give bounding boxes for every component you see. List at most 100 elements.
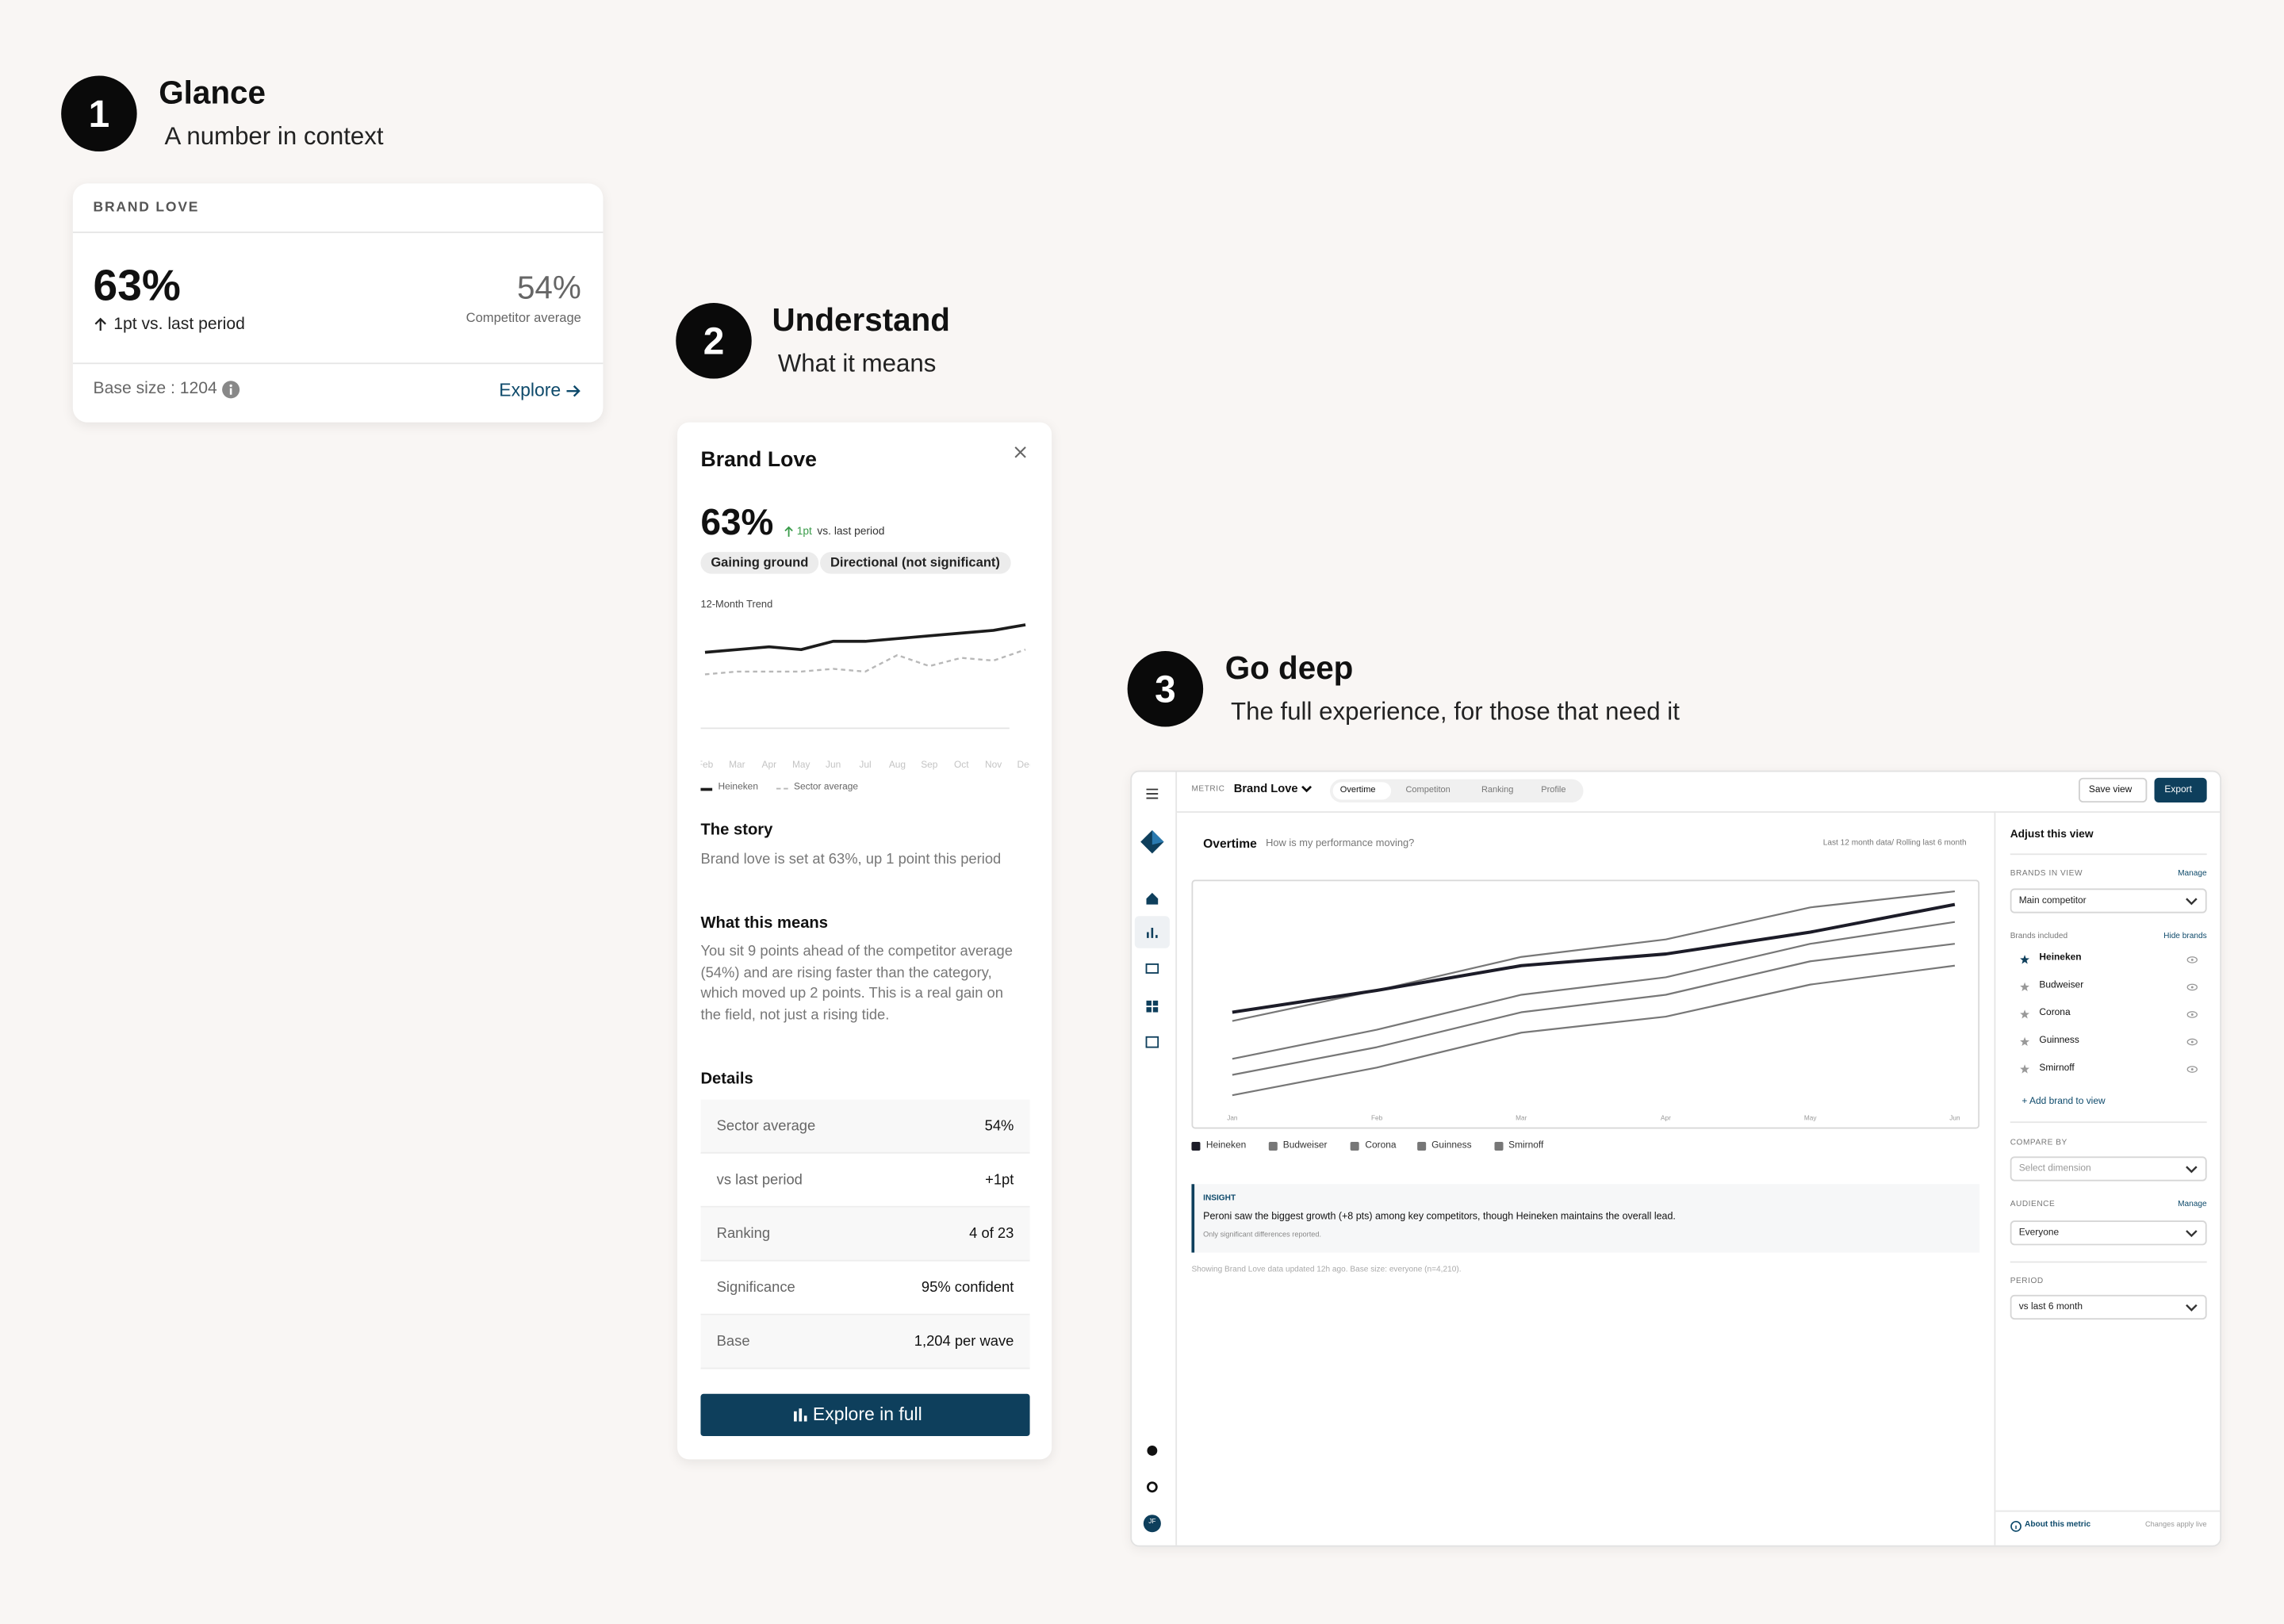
x-tick-label: Mar xyxy=(1516,1114,1527,1121)
x-tick-label: Nov xyxy=(985,759,1002,770)
star-icon xyxy=(2020,1064,2029,1074)
manage-link[interactable]: Manage xyxy=(2178,869,2207,879)
legend-swatch xyxy=(1350,1142,1360,1151)
chart-frame xyxy=(1191,879,1980,1129)
eye-pupil xyxy=(2190,1068,2194,1071)
series-line xyxy=(1232,943,1956,1076)
explore-link[interactable]: Explore xyxy=(499,380,561,401)
legend-swatch xyxy=(1493,1142,1503,1151)
step-subtitle: The full experience, for those that need… xyxy=(1231,697,1680,726)
select[interactable]: Main competitor xyxy=(2010,888,2207,914)
detail-value: 95% confident xyxy=(921,1280,1014,1297)
button-label: Explore in full xyxy=(812,1404,922,1425)
avatar: JF xyxy=(1148,1517,1156,1526)
card-value: 63% xyxy=(93,262,181,311)
detail-row: vs last period +1pt xyxy=(700,1154,1030,1208)
panel-value: 63% xyxy=(700,502,774,544)
insight-box xyxy=(1191,1184,1980,1253)
eye-icon xyxy=(2186,1011,2198,1018)
panel-change: 1pt xyxy=(796,524,812,538)
close-button[interactable] xyxy=(1014,446,1027,459)
side-label: Brands included xyxy=(2010,932,2068,941)
legend-swatch xyxy=(1191,1142,1201,1151)
series-line xyxy=(1232,902,1956,1014)
legend-label: Heineken xyxy=(718,782,758,793)
series-line xyxy=(1232,921,1956,1060)
detail-value: 54% xyxy=(984,1118,1014,1135)
step-title: Understand xyxy=(772,301,951,339)
glance-card: BRAND LOVE 63% 1pt vs. last period 54% C… xyxy=(72,183,604,423)
select[interactable]: Select dimension xyxy=(2010,1156,2207,1182)
x-tick-label: Apr xyxy=(1661,1114,1671,1121)
x-tick-label: Feb xyxy=(1371,1114,1383,1121)
button-label: Save view xyxy=(2088,785,2133,795)
export-button[interactable] xyxy=(2154,777,2207,803)
tag: Gaining ground xyxy=(700,552,819,574)
detail-value: +1pt xyxy=(985,1172,1014,1189)
legend-label: Budweiser xyxy=(1282,1140,1328,1151)
insight-label: INSIGHT xyxy=(1203,1194,1236,1204)
brand: Smirnoff xyxy=(2039,1063,2075,1074)
step-number: 1 xyxy=(61,75,137,152)
tab[interactable]: Profile xyxy=(1541,786,1566,795)
bar-icon xyxy=(794,1408,807,1422)
sidebar-icons xyxy=(1134,788,1170,1533)
select-value: Main competitor xyxy=(2018,895,2087,906)
story-text: Brand love is set at 63%, up 1 point thi… xyxy=(700,852,1002,868)
select[interactable]: Everyone xyxy=(2010,1220,2207,1246)
series-line xyxy=(704,623,1026,654)
eye-icon xyxy=(2186,983,2198,991)
x-tick-label: Aug xyxy=(889,759,906,770)
star-icon xyxy=(2020,955,2029,964)
overtime-chart: Jan Feb Mar Apr May Jun xyxy=(1191,879,1980,1129)
step-title: Go deep xyxy=(1224,649,1354,687)
competitor-label: Competitor average xyxy=(466,310,581,325)
step-subtitle: What it means xyxy=(777,349,937,377)
legend-label: Guinness xyxy=(1431,1140,1472,1151)
detail-label: Sector average xyxy=(716,1118,816,1135)
panel-change-suffix: vs. last period xyxy=(817,524,885,538)
eye-pupil xyxy=(2190,1013,2194,1016)
brand: Guinness xyxy=(2039,1035,2079,1046)
means-text: You sit 9 points ahead of the competitor… xyxy=(700,944,1013,1024)
eye-icon xyxy=(2186,1066,2198,1073)
legend-label: Sector average xyxy=(794,782,859,793)
detail-label: Ranking xyxy=(716,1226,771,1243)
select[interactable]: vs last 6 month xyxy=(2010,1294,2207,1320)
detail-panel xyxy=(677,422,1052,1460)
metric-label: METRIC xyxy=(1191,785,1225,795)
about-link[interactable]: About this metric xyxy=(2025,1520,2091,1530)
metric-name[interactable]: Brand Love xyxy=(1233,782,1298,795)
section-heading: What this means xyxy=(700,914,829,933)
detail-label: vs last period xyxy=(716,1172,803,1189)
select-value: Everyone xyxy=(2018,1228,2060,1239)
insight-note: Only significant differences reported. xyxy=(1203,1231,1322,1240)
section-heading: Details xyxy=(700,1071,753,1089)
side-label: PERIOD xyxy=(2010,1277,2044,1286)
side-title: Adjust this view xyxy=(2010,827,2094,841)
tab[interactable]: Competiton xyxy=(1405,786,1450,795)
detail-value: 1,204 per wave xyxy=(914,1334,1014,1350)
competitor-value: 54% xyxy=(516,269,581,306)
side-label: BRANDS IN VIEW xyxy=(2010,869,2083,879)
footer-note: Showing Brand Love data updated 12h ago.… xyxy=(1191,1266,1462,1275)
add-brand[interactable]: + Add brand to view xyxy=(2021,1097,2106,1107)
manage-link[interactable]: Manage xyxy=(2178,1200,2207,1209)
hide-link[interactable]: Hide brands xyxy=(2163,932,2207,941)
step-subtitle: A number in context xyxy=(164,122,384,151)
star-icon xyxy=(2020,982,2029,991)
series-line xyxy=(704,649,1026,676)
tab[interactable]: Overtime xyxy=(1339,786,1376,795)
star-icon xyxy=(2020,1036,2029,1047)
explore-button[interactable]: Explore in full xyxy=(700,1393,1030,1437)
series-line xyxy=(1232,964,1956,1097)
step-number: 3 xyxy=(1127,651,1204,727)
x-tick-label: Jun xyxy=(1949,1114,1960,1121)
save-button[interactable] xyxy=(2079,777,2148,803)
x-tick-label: Jan xyxy=(1227,1114,1238,1121)
tab[interactable]: Ranking xyxy=(1481,786,1514,795)
eye-pupil xyxy=(2190,1040,2194,1044)
detail-row: Significance 95% confident xyxy=(700,1262,1030,1316)
legend-label: Heineken xyxy=(1205,1140,1247,1151)
eye-pupil xyxy=(2190,986,2194,989)
